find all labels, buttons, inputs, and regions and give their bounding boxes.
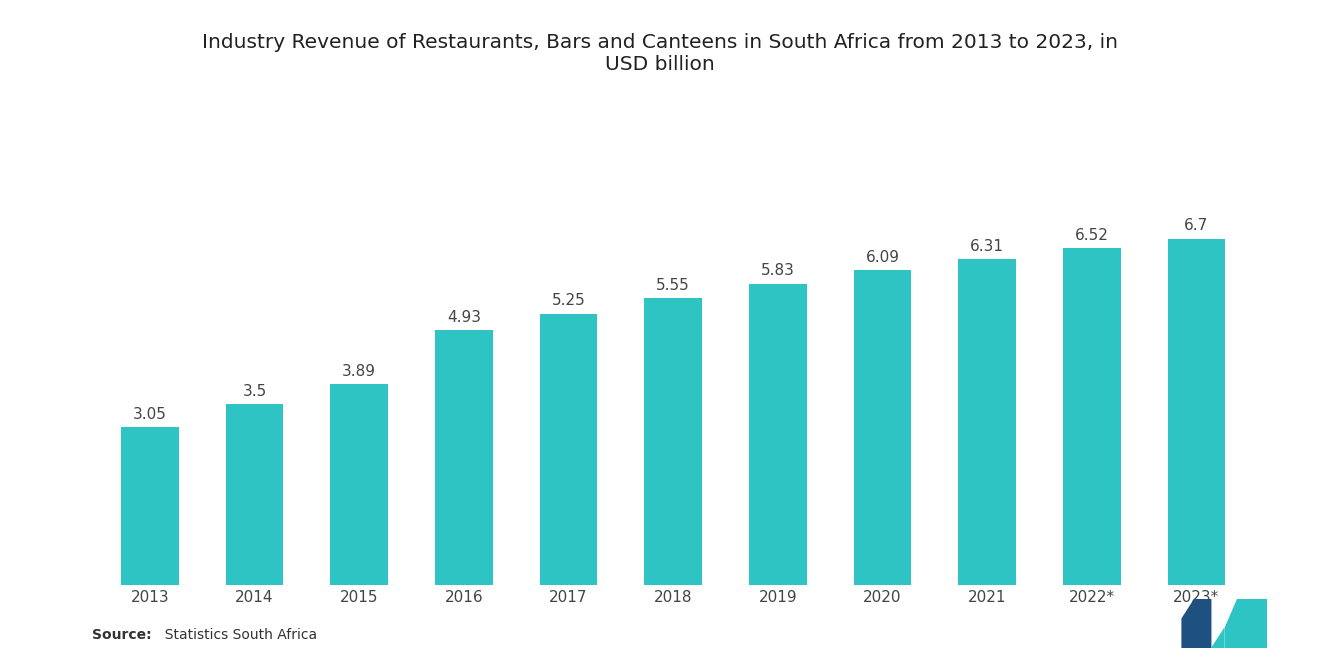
Text: 3.05: 3.05	[133, 407, 166, 422]
Bar	[854, 270, 911, 585]
Bar	[748, 284, 807, 585]
Text: Statistics South Africa: Statistics South Africa	[156, 628, 317, 642]
Text: 5.83: 5.83	[760, 263, 795, 279]
Text: 3.5: 3.5	[243, 384, 267, 399]
Text: 6.52: 6.52	[1074, 228, 1109, 243]
Text: 6.7: 6.7	[1184, 219, 1209, 233]
Text: 6.09: 6.09	[866, 250, 899, 265]
Bar	[644, 298, 702, 585]
Bar	[226, 404, 284, 585]
Text: 5.55: 5.55	[656, 278, 690, 293]
Bar	[436, 331, 492, 585]
Text: 3.89: 3.89	[342, 364, 376, 379]
Text: Industry Revenue of Restaurants, Bars and Canteens in South Africa from 2013 to : Industry Revenue of Restaurants, Bars an…	[202, 33, 1118, 74]
Bar	[1063, 248, 1121, 585]
Text: 5.25: 5.25	[552, 293, 586, 309]
Bar	[330, 384, 388, 585]
Text: Source:: Source:	[92, 628, 152, 642]
Bar	[540, 314, 598, 585]
Text: 4.93: 4.93	[447, 310, 480, 325]
Bar	[1168, 239, 1225, 585]
Bar	[958, 259, 1016, 585]
Bar	[121, 428, 178, 585]
Text: 6.31: 6.31	[970, 239, 1005, 253]
